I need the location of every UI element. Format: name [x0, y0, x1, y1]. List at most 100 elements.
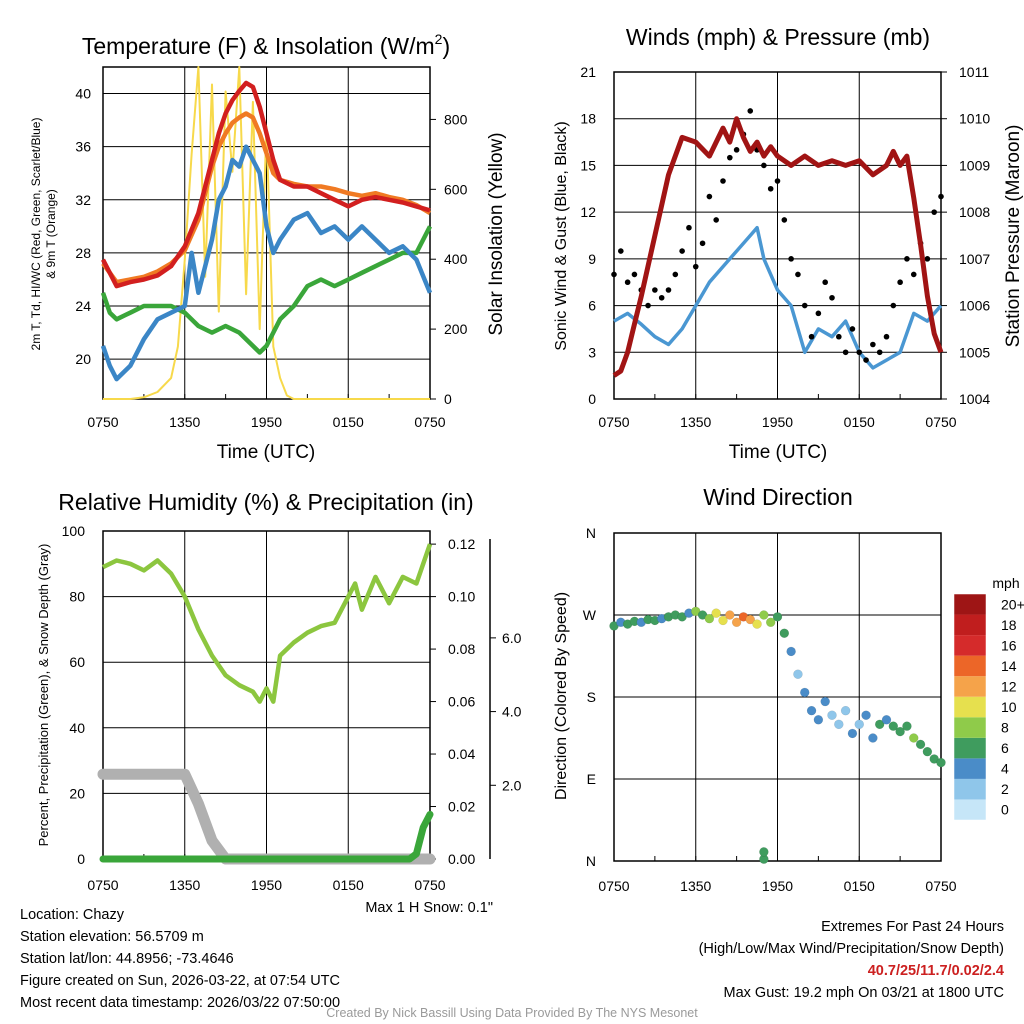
gust-point [761, 162, 767, 169]
dir-xtick-label: 1350 [680, 878, 711, 894]
dir-ytick-label: E [587, 771, 596, 787]
gust-point [631, 271, 638, 278]
precip-ytick-label: 0.06 [448, 694, 475, 710]
precip-ytick-label: 0.10 [448, 589, 475, 605]
gust-point [706, 193, 713, 200]
wind-ytick-label: 3 [588, 344, 596, 360]
wind-xtick-label: 0750 [598, 414, 629, 430]
gust-point [713, 217, 719, 223]
max-snow-note: Max 1 H Snow: 0.1" [365, 900, 493, 916]
gust-point [611, 271, 617, 278]
colorbar-swatch [954, 594, 986, 615]
recent-data-label: Most recent data timestamp: 2026/03/22 0… [20, 995, 341, 1011]
direction-point [827, 710, 837, 720]
gust-point [904, 256, 910, 262]
pressure-ylabel: Station Pressure (Maroon) [1003, 125, 1024, 348]
pressure-ytick-label: 1007 [959, 251, 990, 267]
gust-point [747, 108, 754, 114]
heat-index-wind-chillline [100, 225, 433, 355]
max-gust-label: Max Gust: 19.2 mph On 03/21 at 1800 UTC [723, 985, 1004, 1001]
rh-ylabel: Percent, Precipitation (Green), & Snow D… [36, 544, 51, 847]
precip-ytick-label: 0.04 [448, 746, 475, 762]
gust-point [699, 240, 706, 247]
temp-ytick-label: 32 [75, 192, 91, 208]
gust-point [876, 349, 883, 356]
precip-ytick-label: 0.12 [448, 536, 475, 552]
rh-ytick-label: 100 [62, 523, 86, 539]
rh-ytick-label: 40 [69, 720, 85, 736]
direction-point [840, 705, 851, 716]
temp-ylabel-2: & 9m T (Orange) [44, 189, 58, 279]
credit-line: Created By Nick Bassill Using Data Provi… [326, 1006, 698, 1020]
pressure-ytick-label: 1008 [959, 204, 990, 220]
direction-point [800, 687, 810, 698]
insolation-ytick-label: 200 [444, 321, 468, 337]
extremes-subtitle: (High/Low/Max Wind/Precipitation/Snow De… [698, 941, 1004, 957]
insolation-ytick-label: 600 [444, 181, 468, 197]
colorbar-label: 8 [1001, 720, 1009, 736]
colorbar-swatch [954, 676, 986, 697]
gust-point [733, 147, 740, 153]
sonic-wind-line [613, 225, 943, 370]
dir-ytick-label: N [586, 853, 596, 869]
rh-xtick-label: 0150 [333, 877, 364, 893]
direction-point [786, 646, 796, 657]
station-info: Location: Chazy Station elevation: 56.57… [20, 904, 340, 1014]
temp-title: Temperature (F) & Insolation (W/m2) [82, 31, 450, 59]
gust-point [931, 209, 937, 215]
direction-point [834, 719, 844, 730]
extremes-values: 40.7/25/11.7/0.02/2.4 [867, 963, 1004, 979]
colorbar-label: 16 [1001, 637, 1017, 653]
direction-point [895, 726, 905, 737]
rh-title: Relative Humidity (%) & Precipitation (i… [58, 489, 473, 515]
dir-xtick-label: 0150 [844, 878, 875, 894]
rh-ytick-label: 20 [69, 785, 85, 801]
insolation-ytick-label: 800 [444, 111, 468, 127]
direction-point [820, 696, 830, 707]
dir-xtick-label: 0750 [598, 878, 629, 894]
gust-point [870, 341, 876, 348]
colorbar-label: 12 [1001, 678, 1017, 694]
direction-point [888, 721, 899, 731]
gust-point [815, 310, 822, 317]
gust-point [624, 279, 631, 286]
wind-ytick-label: 12 [580, 204, 596, 220]
wind-xtick-label: 1350 [680, 414, 711, 430]
colorbar-label: 4 [1001, 761, 1009, 777]
direction-point [718, 615, 728, 626]
colorbar-swatch [954, 799, 986, 820]
snow-ytick-label: 2.0 [502, 777, 522, 793]
temp-xtick-label: 0750 [414, 414, 445, 430]
direction-point [813, 715, 824, 725]
colorbar-swatch [954, 737, 986, 759]
temp-title-sup: 2 [435, 31, 443, 47]
pressure-ytick-label: 1004 [959, 391, 990, 407]
temp-xlabel: Time (UTC) [217, 442, 316, 463]
colorbar-swatch [954, 717, 986, 738]
direction-point [759, 847, 769, 857]
wind-ytick-label: 18 [580, 111, 596, 127]
direction-point [861, 710, 871, 720]
extremes-title: Extremes For Past 24 Hours [821, 919, 1004, 935]
temp-xtick-label: 0150 [333, 414, 364, 430]
gust-point [938, 193, 944, 200]
pressure-ytick-label: 1010 [959, 111, 990, 127]
dir-xtick-label: 1950 [762, 878, 793, 894]
temp-ytick-label: 24 [75, 298, 91, 314]
gust-point [829, 294, 835, 301]
dir-ytick-label: N [586, 525, 596, 541]
gust-point [720, 178, 726, 184]
gust-point [672, 271, 679, 278]
gust-point [686, 224, 692, 231]
colorbar-swatch [954, 614, 986, 636]
gust-point [774, 178, 781, 184]
precip-ytick-label: 0.02 [448, 799, 475, 815]
colorbar-title: mph [992, 575, 1019, 591]
rh-ytick-label: 60 [69, 654, 85, 670]
direction-point [779, 628, 790, 638]
-m-temperatureline [100, 80, 431, 289]
rh-xtick-label: 0750 [414, 877, 445, 893]
direction-point [752, 619, 762, 629]
gust-point [890, 302, 897, 309]
temp-xtick-label: 1350 [169, 414, 200, 430]
